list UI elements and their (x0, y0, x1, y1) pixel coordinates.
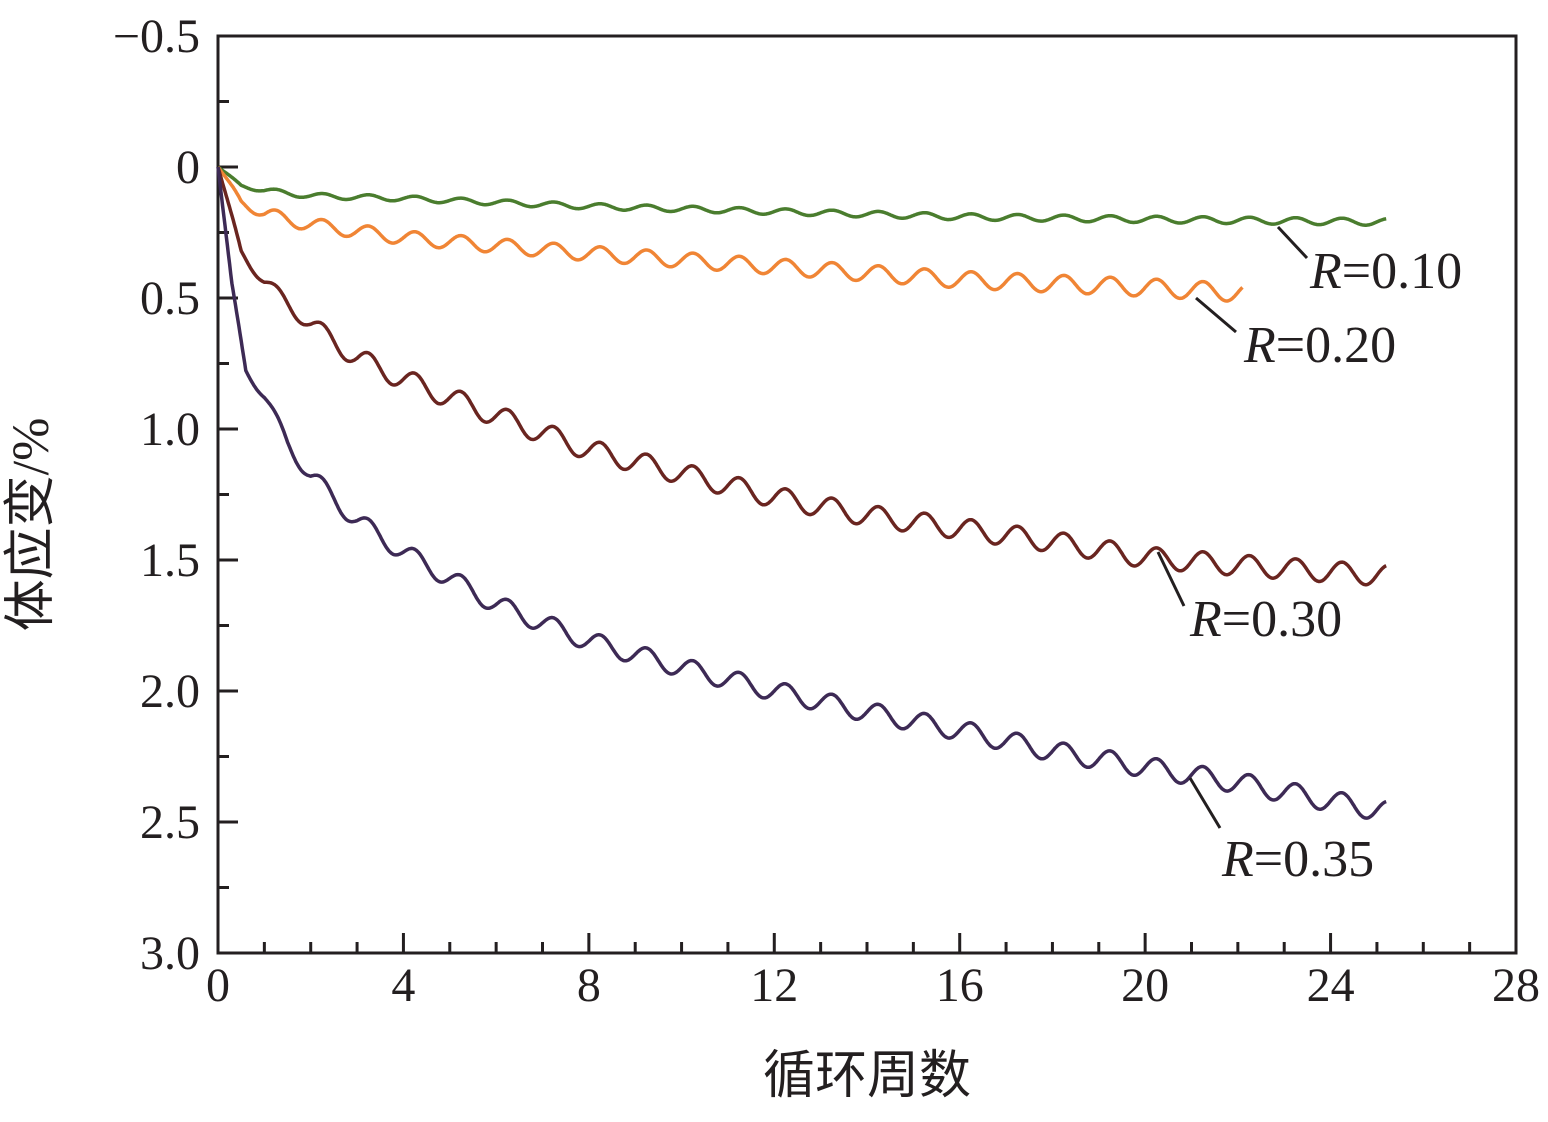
series-labels: R=0.10R=0.20R=0.30R=0.35 (1156, 225, 1462, 888)
x-tick-label: 16 (936, 959, 984, 1012)
series-leader-line (1188, 777, 1222, 829)
y-tick-label: −0.5 (113, 10, 200, 63)
series-label: R=0.20 (1243, 317, 1396, 374)
y-tick-label: 3.0 (140, 927, 200, 980)
y-axis-title: 体应变/% (3, 418, 60, 632)
series-line (216, 165, 1387, 227)
y-tick-label: 0.5 (140, 272, 200, 325)
series-leader-line (1276, 225, 1309, 260)
y-tick-label: 2.0 (140, 665, 200, 718)
series-label-prefix: R (1221, 831, 1254, 888)
plot-frame (216, 34, 1518, 955)
series-label-value: =0.20 (1276, 317, 1396, 374)
x-tick-label: 8 (577, 959, 601, 1012)
series-line (216, 165, 1244, 303)
x-axis-title: 循环周数 (763, 1048, 971, 1105)
y-tick-label: 2.5 (140, 796, 200, 849)
series-lines (216, 165, 1387, 820)
series-label-value: =0.30 (1222, 591, 1342, 648)
x-tick-label: 0 (206, 959, 230, 1012)
series-label: R=0.10 (1309, 243, 1462, 300)
series-label-prefix: R (1309, 243, 1342, 300)
series-line (216, 166, 1387, 587)
axes: 0 4 8 12 16 20 24 28 −0.5 0 0.5 1.0 1.5 2.0 2.5 3.0 (113, 10, 1540, 1012)
y-tick-label: 0 (176, 141, 200, 194)
series-label-prefix: R (1243, 317, 1276, 374)
series-label-value: =0.10 (1342, 243, 1462, 300)
y-tick-label: 1.5 (140, 534, 200, 587)
y-tick-label: 1.0 (140, 403, 200, 456)
x-tick-label: 12 (750, 959, 798, 1012)
series-label: R=0.35 (1221, 831, 1374, 888)
x-tick-label: 24 (1307, 959, 1355, 1012)
x-tick-label: 20 (1121, 959, 1169, 1012)
series-label: R=0.30 (1189, 591, 1342, 648)
series-leader-line (1195, 296, 1237, 334)
series-line (216, 166, 1387, 820)
series-label-prefix: R (1189, 591, 1222, 648)
x-tick-label: 4 (391, 959, 415, 1012)
x-tick-label: 28 (1492, 959, 1540, 1012)
series-leader-line (1156, 551, 1186, 607)
series-label-value: =0.35 (1254, 831, 1374, 888)
